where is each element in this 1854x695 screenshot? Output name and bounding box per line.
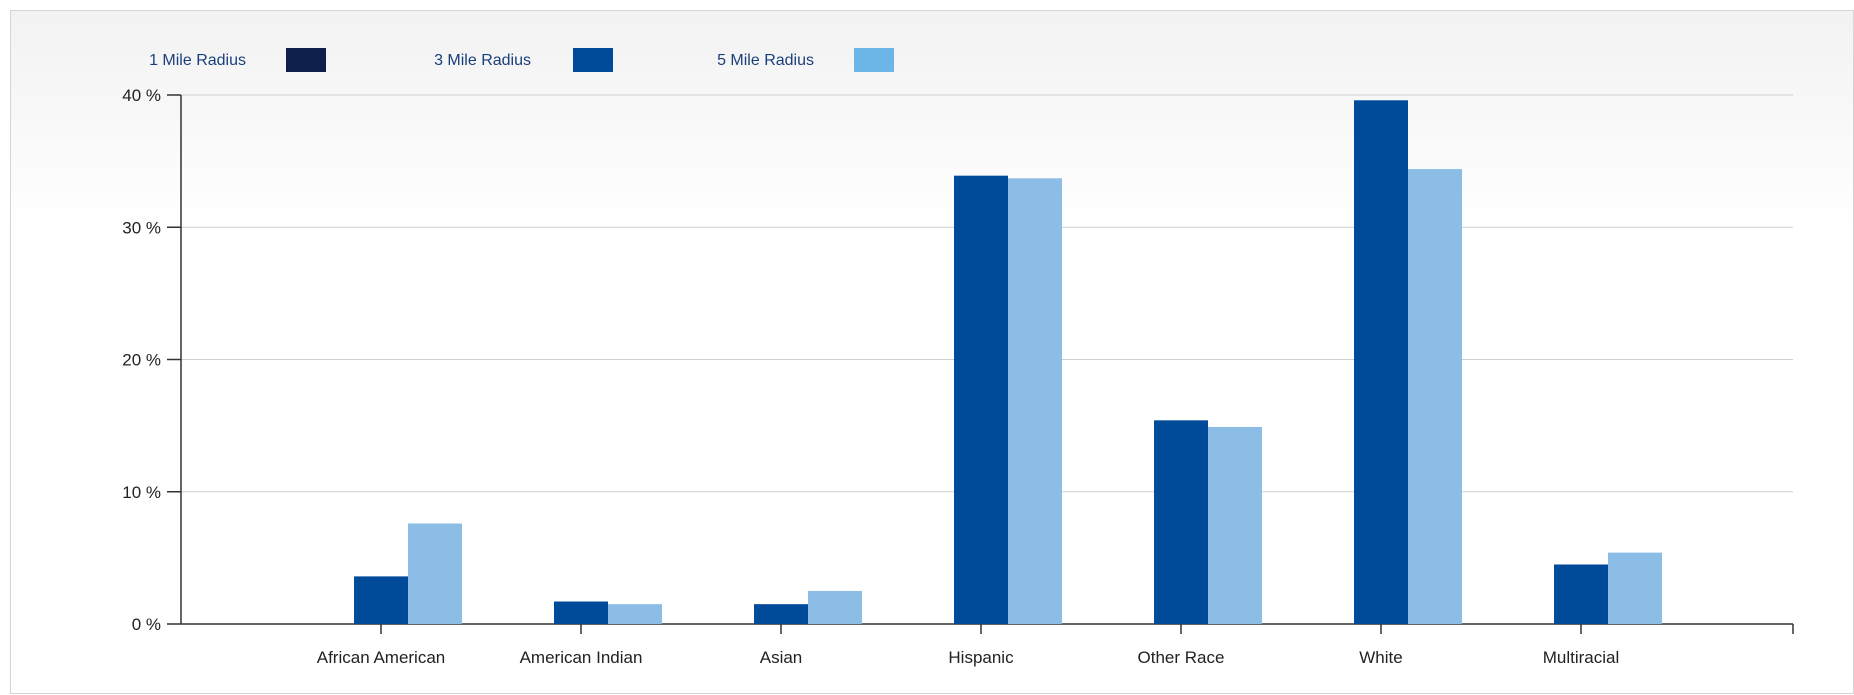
x-tick-label-other-race: Other Race bbox=[1138, 648, 1225, 667]
bar-3-mile-radius-hispanic bbox=[954, 175, 1008, 625]
bar-3-mile-radius-multiracial bbox=[1554, 564, 1608, 624]
bar-5-mile-radius-multiracial bbox=[1608, 552, 1662, 624]
x-tick-label-asian: Asian bbox=[760, 648, 803, 667]
axes: 0 % 10 % 20 % 30 % 40 % bbox=[122, 86, 1794, 634]
bar-5-mile-radius-american-indian bbox=[608, 604, 662, 624]
x-tick-label-white: White bbox=[1359, 648, 1402, 667]
bar-3-mile-radius-white bbox=[1354, 100, 1408, 625]
legend-label-5-mile-radius: 5 Mile Radius bbox=[717, 52, 814, 69]
legend-swatch-5-mile-radius bbox=[854, 48, 894, 72]
bar-3-mile-radius-asian bbox=[754, 604, 808, 624]
category-labels: African American American Indian Asian Hisp… bbox=[317, 648, 1620, 667]
y-tick-label-0: 0 % bbox=[132, 615, 161, 634]
x-tick-label-american-indian: American Indian bbox=[520, 648, 643, 667]
bar-5-mile-radius-white bbox=[1408, 169, 1462, 624]
legend: 1 Mile Radius 3 Mile Radius 5 Mile Radius bbox=[149, 48, 894, 72]
bar-3-mile-radius-african-american bbox=[354, 576, 408, 624]
bar-5-mile-radius-asian bbox=[808, 590, 862, 624]
bars bbox=[354, 100, 1662, 625]
legend-item-1-mile-radius[interactable]: 1 Mile Radius bbox=[149, 48, 326, 72]
legend-swatch-3-mile-radius bbox=[573, 48, 613, 72]
legend-label-3-mile-radius: 3 Mile Radius bbox=[434, 52, 531, 69]
x-tick-label-hispanic: Hispanic bbox=[948, 648, 1014, 667]
legend-item-5-mile-radius[interactable]: 5 Mile Radius bbox=[717, 48, 894, 72]
legend-item-3-mile-radius[interactable]: 3 Mile Radius bbox=[434, 48, 613, 72]
legend-label-1-mile-radius: 1 Mile Radius bbox=[149, 52, 246, 69]
bar-3-mile-radius-american-indian bbox=[554, 601, 608, 624]
bar-5-mile-radius-hispanic bbox=[1008, 178, 1062, 624]
bar-chart: 1 Mile Radius 3 Mile Radius 5 Mile Radius … bbox=[122, 48, 1794, 667]
x-tick-label-african-american: African American bbox=[317, 648, 446, 667]
legend-swatch-1-mile-radius bbox=[286, 48, 326, 72]
bar-5-mile-radius-other-race bbox=[1208, 426, 1262, 624]
y-tick-label-20: 20 % bbox=[122, 351, 161, 370]
bar-3-mile-radius-other-race bbox=[1154, 420, 1208, 624]
chart-container: 1 Mile Radius 3 Mile Radius 5 Mile Radius … bbox=[10, 10, 1854, 694]
y-tick-label-10: 10 % bbox=[122, 483, 161, 502]
bar-5-mile-radius-african-american bbox=[408, 523, 462, 624]
x-tick-label-multiracial: Multiracial bbox=[1543, 648, 1620, 667]
y-tick-label-30: 30 % bbox=[122, 218, 161, 237]
y-tick-label-40: 40 % bbox=[122, 86, 161, 105]
